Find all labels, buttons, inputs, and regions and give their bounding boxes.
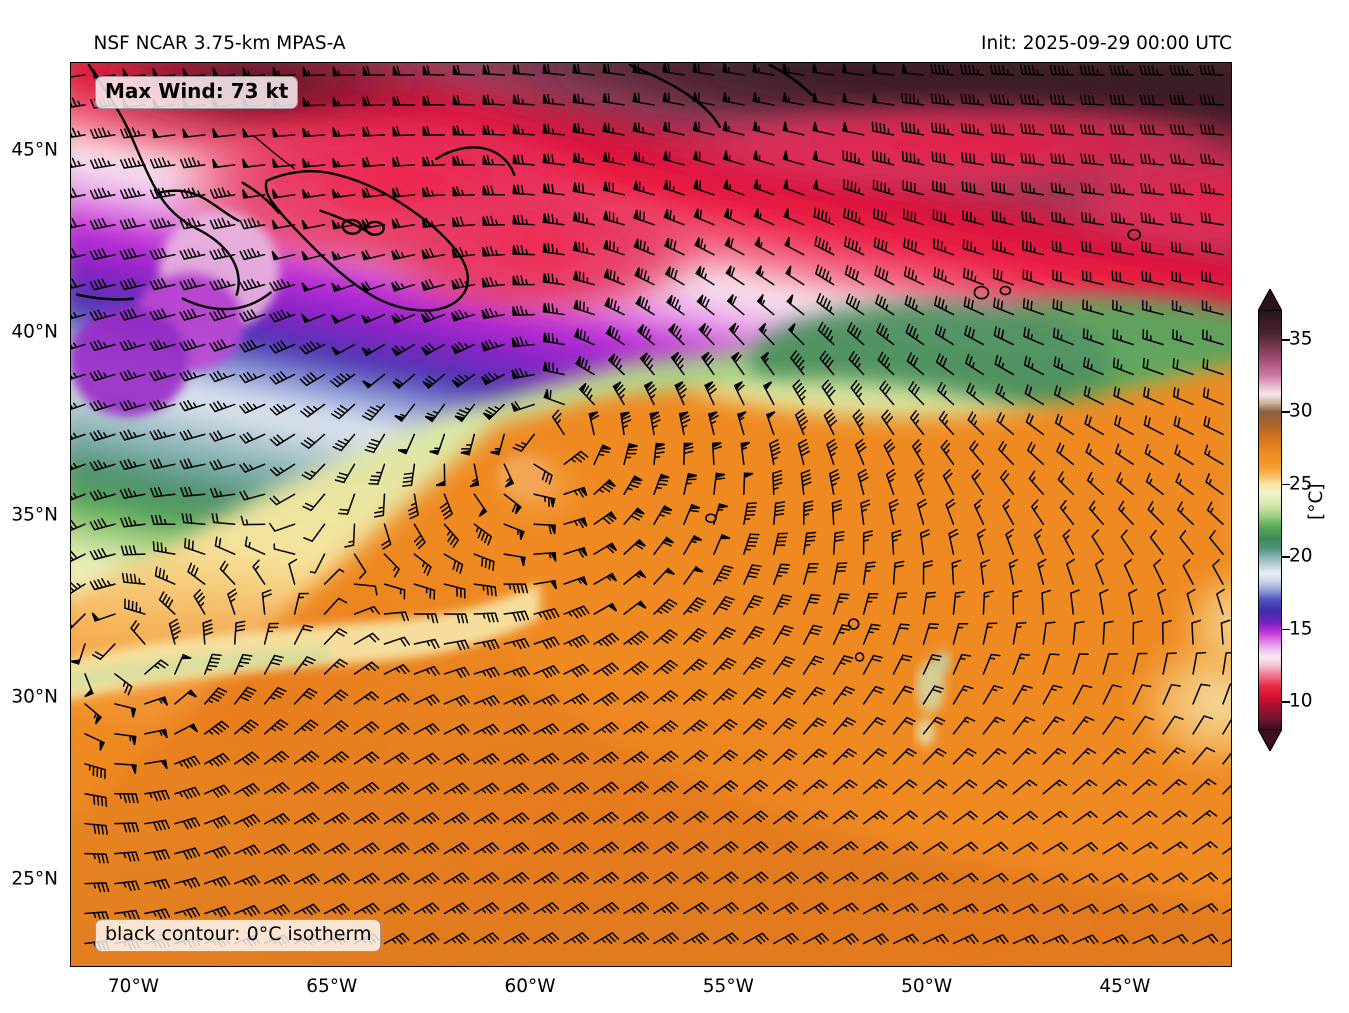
contour-note-annotation: black contour: 0°C isotherm bbox=[95, 919, 382, 952]
colorbar-tickmark bbox=[1282, 556, 1290, 558]
latitude-tick-45°N: 45°N bbox=[11, 139, 58, 161]
colorbar-axis-label: [°C] bbox=[1306, 483, 1327, 520]
colorbar-tickmark bbox=[1282, 338, 1290, 341]
longitude-tick-50°W: 50°W bbox=[901, 976, 953, 997]
colorbar[interactable] bbox=[1258, 289, 1282, 751]
longitude-tick-60°W: 60°W bbox=[504, 976, 556, 997]
colorbar-tick-30: 30 bbox=[1289, 400, 1313, 422]
colorbar-tickmark bbox=[1282, 483, 1290, 486]
latitude-tick-25°N: 25°N bbox=[11, 868, 58, 890]
latitude-tick-40°N: 40°N bbox=[11, 321, 58, 343]
colorbar-tick-20: 20 bbox=[1289, 545, 1313, 567]
longitude-tick-70°W: 70°W bbox=[107, 976, 159, 997]
colorbar-tick-25: 25 bbox=[1289, 473, 1313, 495]
latitude-tick-30°N: 30°N bbox=[11, 686, 58, 708]
colorbar-tickmark bbox=[1282, 628, 1290, 631]
isotherm-contours bbox=[705, 228, 1141, 662]
colorbar-tick-10: 10 bbox=[1289, 690, 1313, 712]
longitude-tick-65°W: 65°W bbox=[306, 976, 358, 997]
longitude-tick-55°W: 55°W bbox=[702, 976, 754, 997]
coastline-overlay bbox=[75, 63, 813, 312]
max-wind-annotation: Max Wind: 73 kt bbox=[95, 76, 299, 109]
wind-barbs-overlay bbox=[71, 63, 1231, 951]
colorbar-extend-bottom bbox=[1258, 729, 1282, 751]
init-time: Init: 2025-09-29 00:00 UTC bbox=[981, 33, 1232, 54]
colorbar-tickmark bbox=[1282, 701, 1290, 703]
model-name: NSF NCAR 3.75-km MPAS-A bbox=[93, 33, 346, 54]
colorbar-tick-35: 35 bbox=[1289, 328, 1313, 350]
colorbar-tick-15: 15 bbox=[1289, 618, 1313, 640]
latitude-tick-35°N: 35°N bbox=[11, 504, 58, 525]
colorbar-gradient bbox=[1258, 310, 1282, 730]
colorbar-extend-top bbox=[1258, 289, 1282, 311]
colorbar-tickmark bbox=[1282, 411, 1290, 413]
map-plot-area[interactable]: Max Wind: 73 kt black contour: 0°C isoth… bbox=[70, 62, 1232, 967]
longitude-tick-45°W: 45°W bbox=[1099, 976, 1151, 997]
